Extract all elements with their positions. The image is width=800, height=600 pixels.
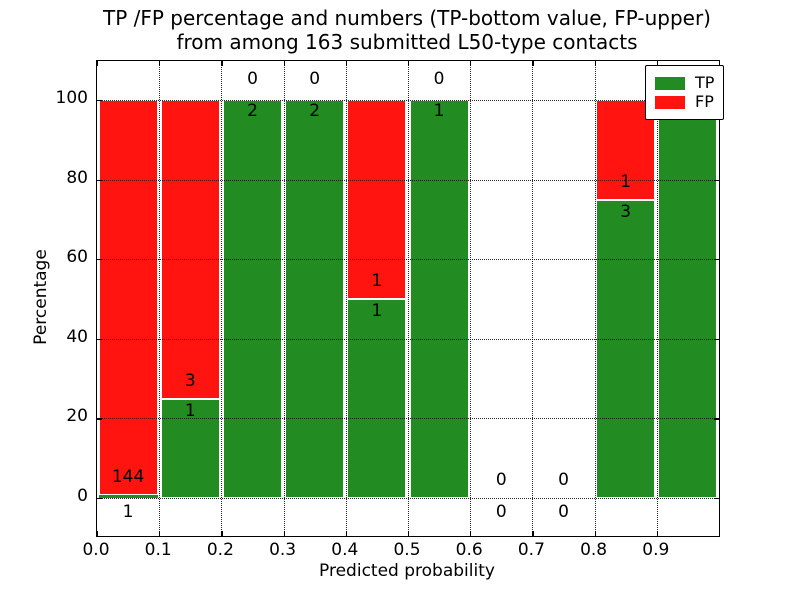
x-tick-label: 0.2 xyxy=(206,540,234,560)
legend-label-tp: TP xyxy=(695,73,715,92)
x-gridline xyxy=(345,61,347,536)
legend-color-patch-fp xyxy=(655,95,685,109)
chart-title-line-2: from among 163 submitted L50-type contac… xyxy=(176,30,638,54)
x-tick-label: 0.3 xyxy=(269,540,297,560)
fp-count-label: 0 xyxy=(309,69,321,89)
y-tick-label: 60 xyxy=(66,247,88,268)
x-tick-label: 0.5 xyxy=(393,540,421,560)
y-tick-left xyxy=(97,179,102,181)
y-tick-right xyxy=(714,418,719,420)
x-gridline xyxy=(408,61,409,536)
x-gridline xyxy=(532,61,534,536)
y-tick-label: 100 xyxy=(55,88,88,108)
fp-count-label: 3 xyxy=(184,370,196,391)
legend-entry-tp: TP xyxy=(655,75,714,91)
legend: TP FP xyxy=(645,65,725,120)
x-tick-label: 0.6 xyxy=(455,540,483,560)
x-tick-top xyxy=(532,61,534,66)
tp-count-label: 1 xyxy=(371,301,383,321)
x-tick-label: 0.8 xyxy=(580,540,608,560)
y-tick-left xyxy=(97,418,102,420)
x-tick-bottom xyxy=(470,531,472,536)
fp-bar-segment xyxy=(98,100,158,496)
y-tick-label: 20 xyxy=(66,406,88,427)
y-tick-left xyxy=(97,338,102,340)
tp-count-label: 1 xyxy=(184,400,196,421)
tp-bar-segment xyxy=(347,299,407,498)
legend-label-fp: FP xyxy=(695,92,714,111)
x-gridline xyxy=(283,61,285,536)
x-tick-label: 0.9 xyxy=(642,540,670,560)
x-tick-top xyxy=(345,61,347,66)
y-tick-left xyxy=(97,100,102,102)
fp-count-label: 0 xyxy=(247,69,258,89)
x-axis-label: Predicted probability xyxy=(319,561,495,581)
x-tick-bottom xyxy=(97,531,99,536)
tp-count-label: 2 xyxy=(309,101,321,121)
tp-bar-segment xyxy=(98,495,158,498)
x-tick-top xyxy=(656,61,658,66)
x-tick-bottom xyxy=(408,531,410,536)
tp-bar-segment xyxy=(160,398,220,498)
x-tick-label: 0.1 xyxy=(144,540,172,560)
x-tick-bottom xyxy=(345,531,347,536)
y-tick-right xyxy=(714,259,719,261)
tp-count-label: 3 xyxy=(620,201,632,222)
fp-count-label: 0 xyxy=(558,470,569,490)
x-tick-top xyxy=(470,61,472,66)
chart-title-line-1: TP /FP percentage and numbers (TP-bottom… xyxy=(103,6,711,30)
x-gridline xyxy=(594,61,596,536)
x-tick-top xyxy=(221,61,223,66)
fp-count-label: 0 xyxy=(495,470,507,490)
y-tick-left xyxy=(97,259,102,261)
fp-bar-segment xyxy=(160,100,220,399)
fp-count-label: 0 xyxy=(433,69,445,89)
x-tick-label: 0.0 xyxy=(82,540,110,560)
x-tick-bottom xyxy=(656,531,658,536)
fp-count-label: 1 xyxy=(620,171,632,192)
y-tick-left xyxy=(97,498,102,500)
x-gridline xyxy=(159,61,161,536)
x-tick-top xyxy=(159,61,161,66)
tp-bar-segment xyxy=(596,199,656,498)
tp-count-label: 2 xyxy=(247,101,258,121)
tp-count-label: 0 xyxy=(558,502,569,522)
fp-bar-segment xyxy=(347,100,407,299)
legend-color-patch-tp xyxy=(655,76,685,90)
x-tick-bottom xyxy=(159,531,161,536)
x-tick-top xyxy=(97,61,99,66)
tp-count-label: 1 xyxy=(122,502,134,522)
y-tick-label: 40 xyxy=(66,326,88,347)
x-tick-top xyxy=(283,61,285,66)
tp-count-label: 0 xyxy=(495,502,507,522)
y-tick-label: 80 xyxy=(66,167,88,188)
x-gridline xyxy=(221,61,223,536)
x-tick-bottom xyxy=(221,531,223,536)
tp-bar-segment xyxy=(222,100,283,498)
tp-bar-segment xyxy=(658,100,718,498)
x-tick-top xyxy=(408,61,410,66)
tp-bar-segment xyxy=(409,100,469,498)
fp-count-label: 144 xyxy=(111,467,145,488)
tp-bar-segment xyxy=(285,100,345,498)
x-tick-bottom xyxy=(532,531,534,536)
y-tick-label: 0 xyxy=(77,486,88,506)
x-tick-top xyxy=(594,61,596,66)
y-axis-label: Percentage xyxy=(31,249,51,345)
x-tick-bottom xyxy=(594,531,596,536)
x-tick-bottom xyxy=(283,531,285,536)
x-gridline xyxy=(656,61,658,536)
y-tick-right xyxy=(714,338,719,340)
y-tick-right xyxy=(714,179,719,181)
x-tick-label: 0.7 xyxy=(517,540,545,560)
tp-count-label: 1 xyxy=(433,101,445,121)
y-tick-right xyxy=(714,498,719,500)
legend-entry-fp: FP xyxy=(655,94,714,110)
x-tick-label: 0.4 xyxy=(331,540,359,560)
x-gridline xyxy=(470,61,472,536)
fp-count-label: 1 xyxy=(371,271,383,291)
